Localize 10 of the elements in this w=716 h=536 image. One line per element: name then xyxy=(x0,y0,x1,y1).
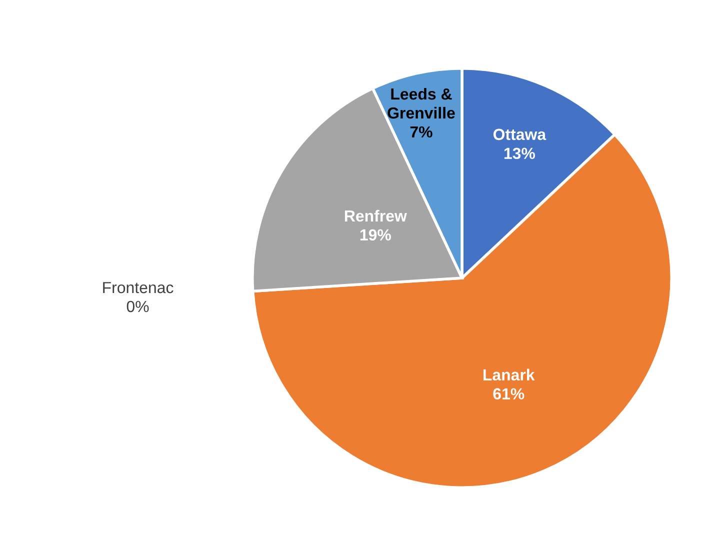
text: 0% xyxy=(126,300,149,312)
slice-label: Leeds & Grenville xyxy=(388,88,455,119)
data-label: 19% xyxy=(360,229,391,241)
category-label: Frontenac xyxy=(103,282,174,294)
data-label: 13% xyxy=(504,148,535,160)
slice-label: Ottawa xyxy=(493,128,546,140)
slice-label: Lanark xyxy=(483,368,535,381)
data-label: 61% xyxy=(493,388,524,400)
slice-label: Renfrew xyxy=(344,210,407,222)
data-label: 7% xyxy=(410,126,432,138)
